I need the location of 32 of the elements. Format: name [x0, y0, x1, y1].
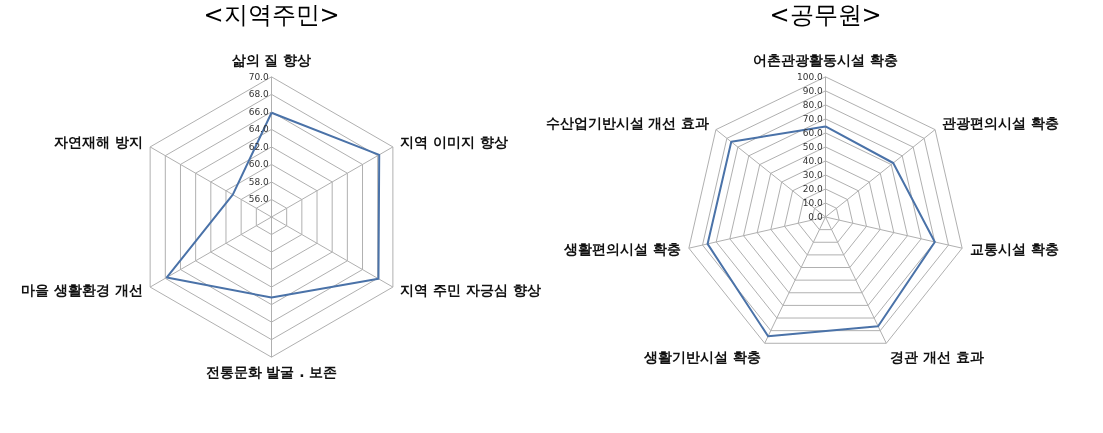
- chart-title: <지역주민>: [203, 1, 340, 29]
- spoke-label: 지역 주민 자긍심 향상: [400, 282, 541, 299]
- spoke-label: 마을 생활환경 개선: [21, 282, 143, 299]
- spoke-label: 수산업기반시설 개선 효과: [545, 115, 710, 132]
- y-tick-label: 0.0: [808, 212, 823, 222]
- spoke-label: 경관 개선 효과: [889, 348, 984, 365]
- y-tick-label: 60.0: [248, 159, 269, 170]
- y-tick-label: 50.0: [802, 141, 823, 152]
- y-tick-label: 80.0: [802, 99, 823, 110]
- y-tick-label: 30.0: [802, 169, 823, 180]
- spoke-label: 삶의 질 향상: [231, 52, 312, 69]
- y-tick-label: 58.0: [248, 176, 269, 187]
- spoke-label: 지역 이미지 향상: [400, 133, 508, 150]
- spoke-label: 관광편의시설 확충: [941, 115, 1059, 132]
- y-tick-label: 60.0: [802, 127, 823, 138]
- y-tick-label: 10.0: [802, 197, 823, 208]
- chart-title: <공무원>: [769, 1, 882, 29]
- y-tick-label: 20.0: [802, 183, 823, 194]
- y-tick-label: 66.0: [248, 106, 269, 117]
- spoke-label: 교통시설 확충: [970, 241, 1060, 258]
- y-tick-label: 68.0: [248, 89, 269, 100]
- y-tick-label: 40.0: [802, 155, 823, 166]
- y-tick-label: 100.0: [796, 71, 823, 82]
- y-tick-label: 90.0: [802, 85, 823, 96]
- spoke-label: 자연재해 방지: [53, 133, 143, 150]
- y-tick-label: 70.0: [248, 71, 269, 82]
- spoke-label: 어촌관광활동시설 확충: [753, 52, 898, 69]
- spoke-label: 전통문화 발굴 . 보존: [205, 363, 338, 380]
- spoke-label: 생활기반시설 확충: [643, 348, 762, 365]
- y-tick-label: 70.0: [802, 113, 823, 124]
- spoke-label: 생활편의시설 확충: [562, 241, 681, 258]
- y-tick-label: 56.0: [248, 194, 269, 205]
